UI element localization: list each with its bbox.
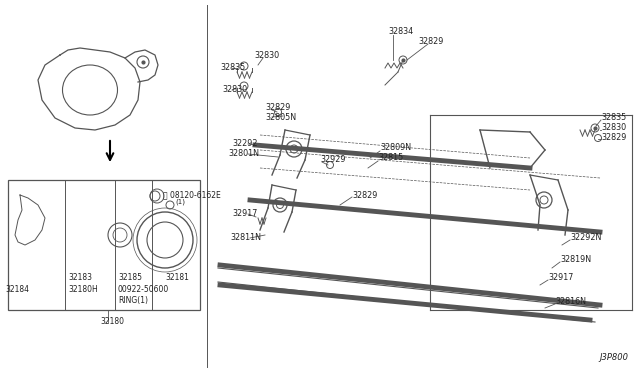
Text: 32811N: 32811N [230,234,261,243]
Text: 32805N: 32805N [265,112,296,122]
Text: 32801N: 32801N [228,148,259,157]
Text: 32917: 32917 [548,273,573,282]
Text: 32180: 32180 [100,317,124,327]
Text: 32815: 32815 [378,154,403,163]
Text: 32819N: 32819N [560,256,591,264]
Text: (1): (1) [175,199,185,205]
Text: 32829: 32829 [265,103,291,112]
Text: 32809N: 32809N [380,144,411,153]
Text: 32829: 32829 [418,38,444,46]
Text: 32181: 32181 [165,273,189,282]
Text: 32835: 32835 [220,62,245,71]
Text: 32830: 32830 [601,124,626,132]
Text: 32917: 32917 [232,208,257,218]
Text: 32292N: 32292N [570,234,602,243]
Bar [8,180,200,310]
Text: 32830: 32830 [222,86,247,94]
Text: 32834: 32834 [388,28,413,36]
Text: 32816N: 32816N [555,298,586,307]
Text: 32929: 32929 [320,155,346,164]
Text: 32183: 32183 [68,273,92,282]
Text: 00922-50600: 00922-50600 [118,285,169,295]
Text: RING(1): RING(1) [118,295,148,305]
Text: 32185: 32185 [118,273,142,282]
Text: 32292: 32292 [232,138,257,148]
Text: 32184: 32184 [5,285,29,295]
Text: 32835: 32835 [601,113,627,122]
Text: J3P800: J3P800 [599,353,628,362]
Text: 32180H: 32180H [68,285,98,295]
Text: 32830: 32830 [254,51,279,60]
Text: 32829: 32829 [601,134,627,142]
Text: 32829: 32829 [352,190,378,199]
Text: Ⓑ 08120-6162E: Ⓑ 08120-6162E [163,190,221,199]
